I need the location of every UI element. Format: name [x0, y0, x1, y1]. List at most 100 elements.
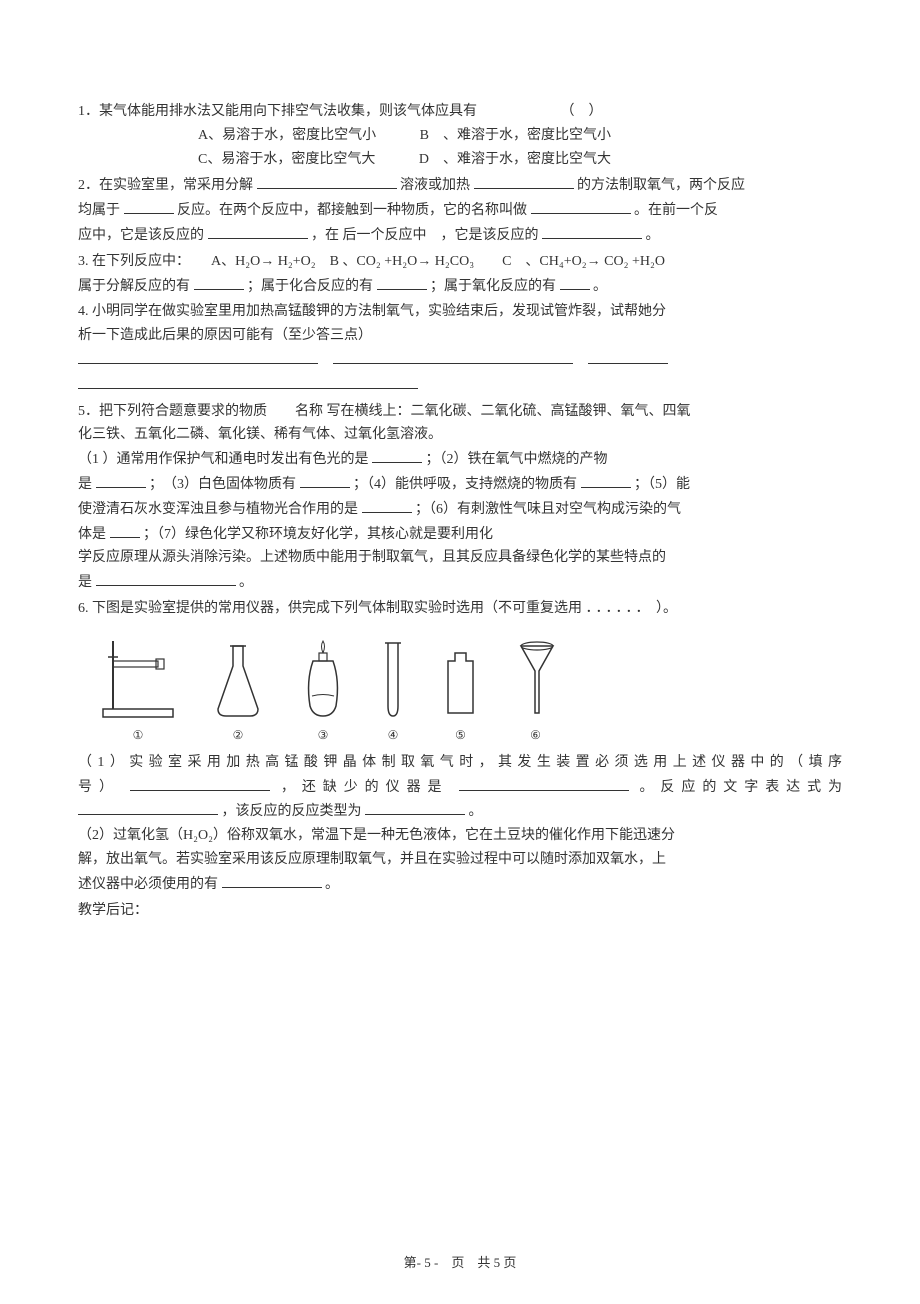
q2-l1b: 溶液或加热 — [400, 178, 470, 193]
blank — [531, 198, 631, 214]
q2-l2a: 均属于 — [78, 203, 120, 218]
blank — [377, 274, 427, 290]
apparatus-2-label: ② — [233, 725, 244, 745]
blank — [222, 872, 322, 888]
iron-stand-icon — [98, 631, 178, 721]
blank — [560, 274, 590, 290]
q5-l6: 体是 ；（7）绿色化学又称环境友好化学，其核心就是要利用化 — [78, 522, 842, 547]
test-tube-icon — [378, 631, 408, 721]
q1-stem-line: 1．某气体能用排水法又能用向下排空气法收集，则该气体应具有 （ ） — [78, 100, 842, 124]
emphasis-dots: ．．．．．． — [586, 601, 653, 616]
alcohol-lamp-icon — [298, 631, 348, 721]
apparatus-diagram: ① ② ③ ④ — [78, 621, 842, 751]
q6-p1l2c: 。反应的文字表达式为 — [639, 780, 842, 795]
post-note: 教学后记： — [78, 899, 842, 923]
q5-l3: （1 ）通常用作保护气和通电时发出有色光的是 ；（2）铁在氧气中燃烧的产物 — [78, 447, 842, 472]
apparatus-3-label: ③ — [318, 725, 329, 745]
q2-l1c: 的方法制取氧气，两个反应 — [577, 178, 745, 193]
q2-l2c: 。在前一个反 — [634, 203, 718, 218]
funnel-icon — [513, 631, 558, 721]
q5-l4c: ；（4）能供呼吸，支持燃烧的物质有 — [353, 477, 577, 492]
blank — [362, 497, 412, 513]
q3-line2: 属于分解反应的有 ；属于化合反应的有 ；属于氧化反应的有 。 — [78, 274, 842, 299]
q6-p2-l3: 述仪器中必须使用的有 。 — [78, 872, 842, 897]
question-6: 6. 下图是实验室提供的常用仪器，供完成下列气体制取实验时选用（不可重复选用 ．… — [78, 597, 842, 897]
q5-l2: 化三铁、五氧化二磷、氧化镁、稀有气体、过氧化氢溶液。 — [78, 423, 842, 447]
q1-paren: （ ） — [561, 100, 603, 124]
q5-l7: 学反应原理从源头消除污染。上述物质中能用于制取氧气，且其反应具备绿色化学的某些特… — [78, 546, 842, 570]
q6-p1l3b: 。 — [469, 804, 483, 819]
q2-line1: 2．在实验室里，常采用分解 溶液或加热 的方法制取氧气，两个反应 — [78, 173, 842, 198]
apparatus-6: ⑥ — [513, 631, 558, 745]
blank — [208, 223, 308, 239]
blank — [300, 472, 350, 488]
q5-l4b: ； （3）白色固体物质有 — [149, 477, 296, 492]
gas-bottle-icon — [438, 631, 483, 721]
q6-p1l2b: ，还缺少的仪器是 — [281, 780, 449, 795]
question-1: 1．某气体能用排水法又能用向下排空气法收集，则该气体应具有 （ ） A、易溶于水… — [78, 100, 842, 171]
q4-blank-row1 — [78, 348, 842, 373]
blank — [542, 223, 642, 239]
q6-p1-l2: 号） ，还缺少的仪器是 。反应的文字表达式为 — [78, 775, 842, 800]
q3-l2c: ；属于氧化反应的有 — [430, 279, 556, 294]
q5-l3b: ；（2）铁在氧气中燃烧的产物 — [426, 452, 608, 467]
blank — [130, 775, 270, 791]
apparatus-4-label: ④ — [388, 725, 399, 745]
apparatus-1-label: ① — [133, 725, 144, 745]
q2-l3a: 应中，它是该反应的 — [78, 228, 204, 243]
apparatus-6-label: ⑥ — [530, 725, 541, 745]
q1-stem: 1．某气体能用排水法又能用向下排空气法收集，则该气体应具有 — [78, 104, 477, 119]
blank — [78, 799, 218, 815]
q6-l1a: 6. 下图是实验室提供的常用仪器，供完成下列气体制取实验时选用（不可重复选用 — [78, 601, 582, 616]
apparatus-3: ③ — [298, 631, 348, 745]
blank — [78, 373, 418, 389]
q1-optA: A、易溶于水，密度比空气小 — [198, 128, 376, 143]
blank — [96, 570, 236, 586]
apparatus-4: ④ — [378, 631, 408, 745]
q5-l6b: ；（7）绿色化学又称环境友好化学，其核心就是要利用化 — [143, 527, 493, 542]
blank — [110, 522, 140, 538]
blank — [365, 799, 465, 815]
q2-line3: 应中，它是该反应的 ，在 后一个反应中 ，它是该反应的 。 — [78, 223, 842, 248]
q3-l2d: 。 — [593, 279, 607, 294]
q5-l4: 是 ； （3）白色固体物质有 ；（4）能供呼吸，支持燃烧的物质有 ；（5）能 — [78, 472, 842, 497]
q3-l2b: ；属于化合反应的有 — [247, 279, 373, 294]
blank — [474, 173, 574, 189]
apparatus-5-label: ⑤ — [455, 725, 466, 745]
q6-p1-l1: （1）实验室采用加热高锰酸钾晶体制取氧气时，其发生装置必须选用上述仪器中的（填序 — [78, 751, 842, 775]
apparatus-5: ⑤ — [438, 631, 483, 745]
blank — [581, 472, 631, 488]
q6-p2l3a: 述仪器中必须使用的有 — [78, 877, 218, 892]
q5-l8: 是 。 — [78, 570, 842, 595]
question-2: 2．在实验室里，常采用分解 溶液或加热 的方法制取氧气，两个反应 均属于 反应。… — [78, 173, 842, 247]
q1-options-row1: A、易溶于水，密度比空气小 B 、难溶于水，密度比空气小 — [78, 124, 842, 148]
q5-l5b: ；（6）有刺激性气味且对空气构成污染的气 — [415, 502, 681, 517]
blank — [459, 775, 629, 791]
q2-l2b: 反应。在两个反应中，都接触到一种物质，它的名称叫做 — [177, 203, 527, 218]
q2-l3b: ，在 后一个反应中 ，它是该反应的 — [311, 228, 539, 243]
q1-options-row2: C、易溶于水，密度比空气大 D 、难溶于水，密度比空气大 — [78, 148, 842, 172]
apparatus-2: ② — [208, 631, 268, 745]
q1-optB: B 、难溶于水，密度比空气小 — [420, 128, 611, 143]
question-3: 3. 在下列反应中： A、H₂O→ H₂+O₂ B 、CO₂ +H₂O→ H₂C… — [78, 250, 842, 299]
q6-l1b: ）。 — [656, 601, 677, 616]
question-4: 4. 小明同学在做实验室里用加热高锰酸钾的方法制氧气，实验结束后，发现试管炸裂，… — [78, 300, 842, 397]
q6-p1l3a: ，该反应的反应类型为 — [222, 804, 362, 819]
q6-p2l3b: 。 — [325, 877, 339, 892]
q1-optD: D 、难溶于水，密度比空气大 — [419, 152, 611, 167]
q5-l8a: 是 — [78, 575, 92, 590]
blank — [372, 447, 422, 463]
blank — [96, 472, 146, 488]
q5-l3a: （1 ）通常用作保护气和通电时发出有色光的是 — [78, 452, 369, 467]
q5-l8b: 。 — [239, 575, 253, 590]
q6-p2-l2: 解，放出氧气。若实验室采用该反应原理制取氧气，并且在实验过程中可以随时添加双氧水… — [78, 848, 842, 872]
q3-line1: 3. 在下列反应中： A、H₂O→ H₂+O₂ B 、CO₂ +H₂O→ H₂C… — [78, 250, 842, 274]
q6-p1-l3: ，该反应的反应类型为 。 — [78, 799, 842, 824]
q2-l1a: 2．在实验室里，常采用分解 — [78, 178, 253, 193]
blank — [333, 348, 573, 364]
q3-l2a: 属于分解反应的有 — [78, 279, 190, 294]
q5-l4a: 是 — [78, 477, 92, 492]
blank — [588, 348, 668, 364]
q2-line2: 均属于 反应。在两个反应中，都接触到一种物质，它的名称叫做 。在前一个反 — [78, 198, 842, 223]
apparatus-1: ① — [98, 631, 178, 745]
